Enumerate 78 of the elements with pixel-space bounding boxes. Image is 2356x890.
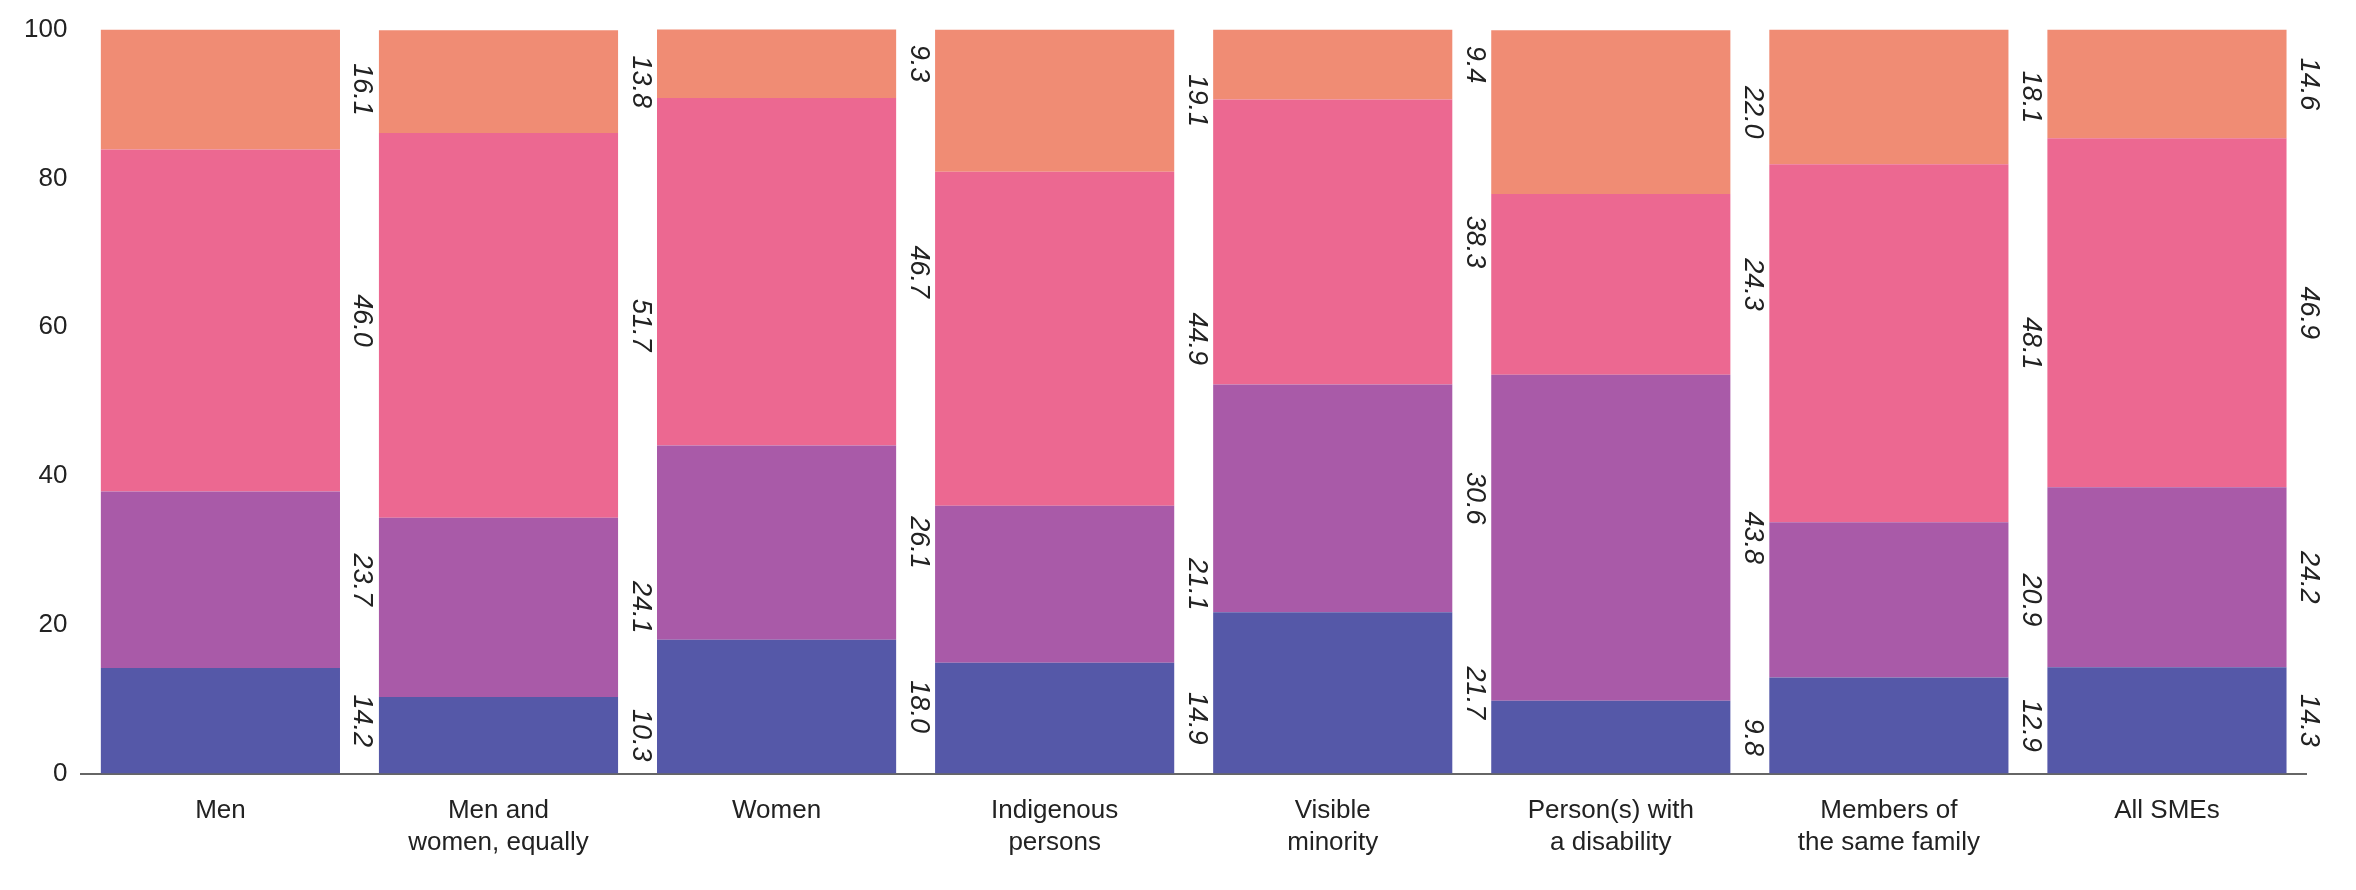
bar — [935, 505, 1175, 663]
bar — [1213, 29, 1453, 100]
data-label: 46.7 — [904, 245, 935, 300]
y-tick-label: 20 — [38, 607, 68, 638]
data-label: 51.7 — [626, 299, 657, 353]
bar — [1491, 374, 1731, 701]
data-label: 48.1 — [2016, 316, 2047, 370]
bar — [1213, 99, 1453, 385]
data-label: 14.2 — [348, 694, 379, 748]
bar — [2047, 29, 2287, 139]
bar — [100, 491, 340, 668]
data-label: 18.0 — [904, 680, 935, 733]
y-tick-label: 60 — [38, 310, 68, 341]
data-label: 21.1 — [1182, 556, 1213, 611]
bar — [100, 149, 340, 492]
x-tick-label: All SMEs — [2114, 794, 2220, 825]
data-label: 21.7 — [1460, 665, 1491, 721]
y-tick-label: 40 — [38, 459, 68, 490]
data-label: 24.3 — [1738, 257, 1769, 311]
data-label: 22.0 — [1738, 84, 1769, 139]
bar — [657, 29, 897, 99]
bar — [100, 667, 340, 774]
x-tick-label: Women — [732, 794, 822, 825]
data-label: 13.8 — [626, 55, 657, 108]
data-label: 46.0 — [348, 294, 379, 347]
bar — [378, 133, 619, 518]
data-label: 10.3 — [626, 709, 657, 762]
bar — [1769, 164, 2009, 523]
data-label: 9.8 — [1738, 718, 1769, 756]
bar — [378, 30, 619, 134]
bar — [935, 171, 1175, 506]
data-label: 44.9 — [1182, 312, 1213, 366]
data-label: 14.3 — [2295, 694, 2326, 747]
data-label: 23.7 — [348, 552, 379, 608]
bar — [657, 445, 897, 640]
bar — [1769, 29, 2009, 165]
data-label: 18.1 — [2016, 70, 2047, 124]
x-tick-label: Men and women, equally — [407, 794, 589, 856]
data-label: 14.6 — [2295, 57, 2326, 112]
x-tick-label: Members of the same family — [1797, 794, 1980, 856]
bar — [935, 662, 1175, 774]
bar — [657, 98, 897, 446]
bar — [1491, 194, 1731, 375]
bar — [1491, 700, 1731, 774]
x-tick-label: Men — [195, 794, 246, 825]
y-tick-label: 0 — [52, 756, 68, 787]
y-tick-label: 100 — [23, 12, 68, 43]
bar — [1769, 522, 2009, 678]
data-label: 24.2 — [2295, 549, 2326, 604]
x-tick-label: Visible minority — [1287, 794, 1379, 856]
data-label: 46.9 — [2295, 286, 2326, 339]
bar — [378, 517, 619, 697]
data-label: 19.1 — [1182, 74, 1213, 127]
bar — [935, 29, 1175, 172]
data-label: 14.9 — [1182, 691, 1213, 745]
data-label: 30.6 — [1460, 472, 1491, 526]
bar — [1213, 384, 1453, 613]
bar — [378, 696, 619, 774]
bar — [2047, 487, 2287, 668]
bar — [657, 639, 897, 774]
data-label: 20.9 — [2016, 572, 2047, 627]
data-label: 26.1 — [904, 515, 935, 569]
y-tick-label: 80 — [38, 161, 68, 192]
data-label: 24.1 — [626, 580, 657, 634]
data-label: 9.3 — [904, 44, 935, 83]
bar — [2047, 138, 2287, 488]
data-label: 38.3 — [1460, 215, 1491, 269]
bar — [1491, 30, 1731, 195]
bar — [2047, 667, 2287, 774]
data-label: 9.4 — [1460, 45, 1491, 84]
x-tick-label: Person(s) with a disability — [1527, 794, 1694, 856]
bar — [1213, 612, 1453, 774]
bar — [100, 29, 340, 150]
data-label: 43.8 — [1738, 511, 1769, 565]
data-label: 12.9 — [2016, 699, 2047, 752]
x-tick-label: Indigenous persons — [991, 794, 1119, 856]
bar — [1769, 677, 2009, 774]
data-label: 16.1 — [348, 63, 379, 116]
